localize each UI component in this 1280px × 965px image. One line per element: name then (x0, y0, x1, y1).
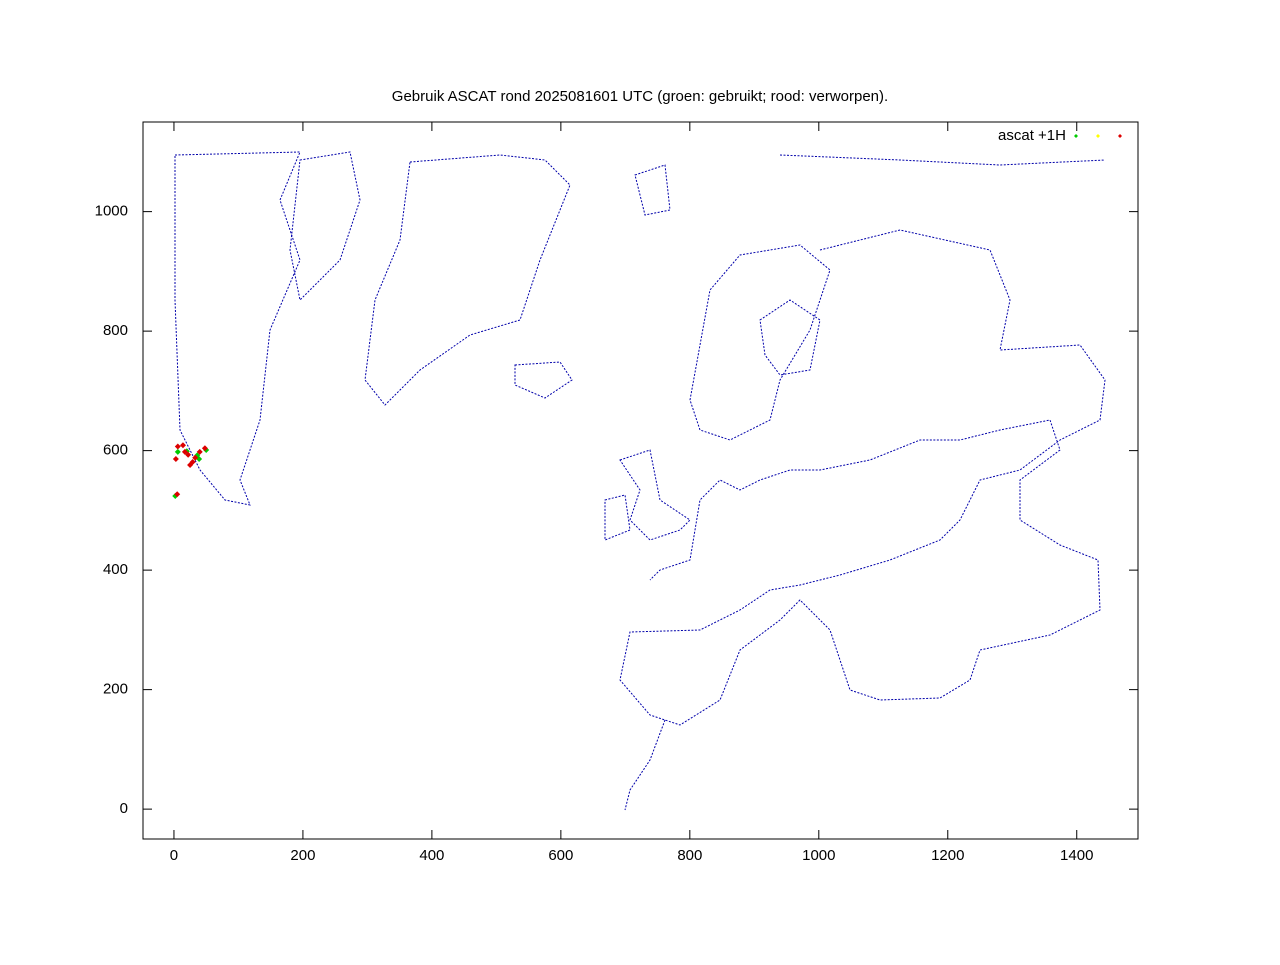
coastline (619, 449, 691, 541)
data-point (174, 491, 181, 498)
chart-title: Gebruik ASCAT rond 2025081601 UTC (groen… (392, 88, 888, 105)
x-tick-label: 1000 (802, 847, 835, 864)
x-tick-label: 600 (548, 847, 573, 864)
x-tick-label: 200 (290, 847, 315, 864)
coastline-map (174, 151, 1106, 811)
data-point (172, 455, 179, 462)
coastline (759, 299, 821, 376)
data-point (174, 443, 181, 450)
coastline (634, 164, 671, 216)
coastline (604, 494, 631, 541)
data-point (201, 445, 208, 452)
legend-label: ascat +1H (998, 127, 1066, 144)
legend-marker (1118, 134, 1122, 138)
x-tick-label: 0 (170, 847, 178, 864)
x-tick-label: 1400 (1060, 847, 1093, 864)
coastline (289, 151, 361, 302)
coastline (689, 244, 831, 441)
plot-frame (142, 121, 1139, 840)
coastline (514, 361, 573, 399)
x-tick-label: 400 (419, 847, 444, 864)
data-point (181, 448, 188, 455)
y-tick-label: 200 (103, 681, 128, 698)
data-point (189, 458, 196, 465)
coastline (619, 229, 1106, 726)
y-tick-label: 600 (103, 442, 128, 459)
data-point (185, 451, 192, 458)
coastline (624, 719, 666, 811)
y-tick-label: 0 (120, 800, 128, 817)
data-point (179, 442, 186, 449)
y-tick-label: 1000 (95, 203, 128, 220)
legend-marker (1096, 134, 1100, 138)
y-tick-label: 800 (103, 322, 128, 339)
coastline (174, 151, 301, 506)
y-tick-label: 400 (103, 561, 128, 578)
data-point (192, 454, 199, 461)
x-tick-label: 1200 (931, 847, 964, 864)
data-point (196, 448, 203, 455)
legend-marker (1074, 134, 1078, 138)
data-point (174, 448, 181, 455)
x-tick-label: 800 (677, 847, 702, 864)
coastline (364, 154, 571, 406)
coastline (779, 154, 1106, 166)
